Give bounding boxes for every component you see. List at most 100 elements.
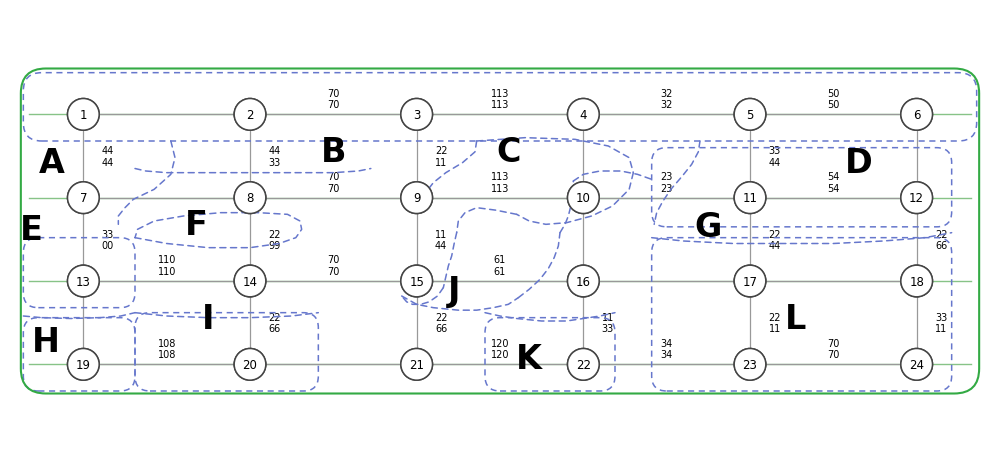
Circle shape bbox=[901, 182, 932, 214]
Text: G: G bbox=[695, 211, 722, 244]
Circle shape bbox=[68, 182, 99, 214]
Circle shape bbox=[68, 266, 99, 297]
Circle shape bbox=[567, 99, 599, 131]
Text: K: K bbox=[516, 342, 542, 375]
Text: 1: 1 bbox=[80, 109, 87, 122]
Circle shape bbox=[68, 349, 99, 380]
Circle shape bbox=[901, 266, 932, 297]
Text: 22
11: 22 11 bbox=[435, 146, 447, 168]
Text: 18: 18 bbox=[909, 275, 924, 288]
Text: 8: 8 bbox=[246, 192, 254, 205]
Text: 8: 8 bbox=[246, 192, 254, 205]
Text: 22
11: 22 11 bbox=[768, 312, 781, 334]
Text: F: F bbox=[184, 208, 207, 241]
Text: 6: 6 bbox=[913, 109, 920, 122]
Text: 13: 13 bbox=[76, 275, 91, 288]
Text: 120
120: 120 120 bbox=[491, 338, 509, 360]
Text: 70
70: 70 70 bbox=[327, 88, 340, 110]
Text: 44
33: 44 33 bbox=[268, 146, 281, 168]
Circle shape bbox=[401, 349, 432, 380]
Text: 22
66: 22 66 bbox=[935, 229, 948, 250]
Circle shape bbox=[567, 99, 599, 131]
Circle shape bbox=[734, 266, 766, 297]
Circle shape bbox=[901, 182, 932, 214]
Text: 113
113: 113 113 bbox=[491, 88, 509, 110]
Circle shape bbox=[734, 99, 766, 131]
Text: 11
33: 11 33 bbox=[602, 312, 614, 334]
Circle shape bbox=[567, 266, 599, 297]
Circle shape bbox=[234, 349, 266, 380]
Circle shape bbox=[234, 99, 266, 131]
Text: H: H bbox=[32, 325, 60, 358]
Text: 9: 9 bbox=[413, 192, 420, 205]
Text: 11: 11 bbox=[742, 192, 758, 205]
Circle shape bbox=[401, 266, 432, 297]
Text: 6: 6 bbox=[913, 109, 920, 122]
Text: 33
44: 33 44 bbox=[768, 146, 781, 168]
Circle shape bbox=[68, 99, 99, 131]
Circle shape bbox=[901, 266, 932, 297]
Text: 50
50: 50 50 bbox=[827, 88, 840, 110]
Text: 19: 19 bbox=[76, 358, 91, 371]
Text: 2: 2 bbox=[246, 109, 254, 122]
Text: 24: 24 bbox=[909, 358, 924, 371]
Circle shape bbox=[901, 349, 932, 380]
Text: 70
70: 70 70 bbox=[327, 255, 340, 276]
Text: 22
66: 22 66 bbox=[268, 312, 281, 334]
Text: 23
23: 23 23 bbox=[660, 172, 673, 193]
Circle shape bbox=[901, 99, 932, 131]
Text: 61
61: 61 61 bbox=[494, 255, 506, 276]
Text: 7: 7 bbox=[80, 192, 87, 205]
Text: 33
00: 33 00 bbox=[102, 229, 114, 250]
Text: 13: 13 bbox=[76, 275, 91, 288]
Text: 14: 14 bbox=[242, 275, 258, 288]
Text: 5: 5 bbox=[746, 109, 754, 122]
Text: I: I bbox=[202, 302, 215, 335]
Circle shape bbox=[734, 182, 766, 214]
Text: 14: 14 bbox=[242, 275, 258, 288]
Circle shape bbox=[68, 349, 99, 380]
Text: 9: 9 bbox=[413, 192, 420, 205]
Circle shape bbox=[234, 266, 266, 297]
Circle shape bbox=[567, 266, 599, 297]
Text: L: L bbox=[785, 302, 807, 335]
Circle shape bbox=[567, 182, 599, 214]
Text: 18: 18 bbox=[909, 275, 924, 288]
Circle shape bbox=[234, 349, 266, 380]
Circle shape bbox=[401, 349, 432, 380]
Circle shape bbox=[734, 349, 766, 380]
Text: 15: 15 bbox=[409, 275, 424, 288]
Text: 7: 7 bbox=[80, 192, 87, 205]
Text: 10: 10 bbox=[576, 192, 591, 205]
Text: 10: 10 bbox=[576, 192, 591, 205]
Text: 2: 2 bbox=[246, 109, 254, 122]
Text: 16: 16 bbox=[576, 275, 591, 288]
Circle shape bbox=[401, 182, 432, 214]
Circle shape bbox=[901, 349, 932, 380]
Text: 22: 22 bbox=[576, 358, 591, 371]
Circle shape bbox=[567, 182, 599, 214]
Text: 33
11: 33 11 bbox=[935, 312, 947, 334]
Text: 20: 20 bbox=[243, 358, 257, 371]
Text: 34
34: 34 34 bbox=[661, 338, 673, 360]
Text: 12: 12 bbox=[909, 192, 924, 205]
Text: 70
70: 70 70 bbox=[827, 338, 840, 360]
Text: A: A bbox=[39, 147, 65, 180]
Text: 22
99: 22 99 bbox=[268, 229, 281, 250]
Circle shape bbox=[401, 182, 432, 214]
Circle shape bbox=[234, 99, 266, 131]
Text: E: E bbox=[20, 213, 43, 246]
Circle shape bbox=[567, 349, 599, 380]
Circle shape bbox=[734, 99, 766, 131]
Text: 11: 11 bbox=[742, 192, 758, 205]
Text: 17: 17 bbox=[742, 275, 758, 288]
Text: 17: 17 bbox=[742, 275, 758, 288]
Text: 16: 16 bbox=[576, 275, 591, 288]
Circle shape bbox=[567, 349, 599, 380]
Text: 23: 23 bbox=[743, 358, 757, 371]
Text: 113
113: 113 113 bbox=[491, 172, 509, 193]
Text: 110
110: 110 110 bbox=[157, 255, 176, 276]
Text: 54
54: 54 54 bbox=[827, 172, 840, 193]
Circle shape bbox=[401, 99, 432, 131]
Circle shape bbox=[734, 266, 766, 297]
